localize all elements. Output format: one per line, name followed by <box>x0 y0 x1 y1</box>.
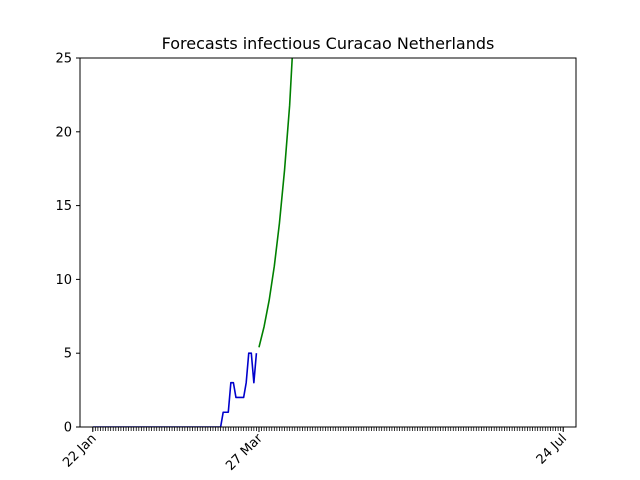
x-tick-label: 22 Jan <box>60 431 99 470</box>
chart-marks <box>92 58 294 427</box>
y-axis: 0 5 10 15 20 25 <box>55 52 80 436</box>
x-tick-label: 24 Jul <box>534 431 570 467</box>
series-line-2 <box>258 58 294 348</box>
x-tick-label: 27 Mar <box>223 431 266 474</box>
chart-title: Forecasts infectious Curacao Netherlands <box>162 34 495 53</box>
y-tick-label: 10 <box>55 273 72 288</box>
y-tick-label: 0 <box>64 421 72 436</box>
y-tick-label: 25 <box>55 52 72 67</box>
y-tick-label: 20 <box>55 125 72 140</box>
series-line-1 <box>92 352 258 427</box>
plot-frame <box>79 57 577 428</box>
y-tick-label: 5 <box>64 347 72 362</box>
x-axis: 22 Jan 27 Mar 24 Jul <box>60 427 570 474</box>
y-tick-label: 15 <box>55 199 72 214</box>
